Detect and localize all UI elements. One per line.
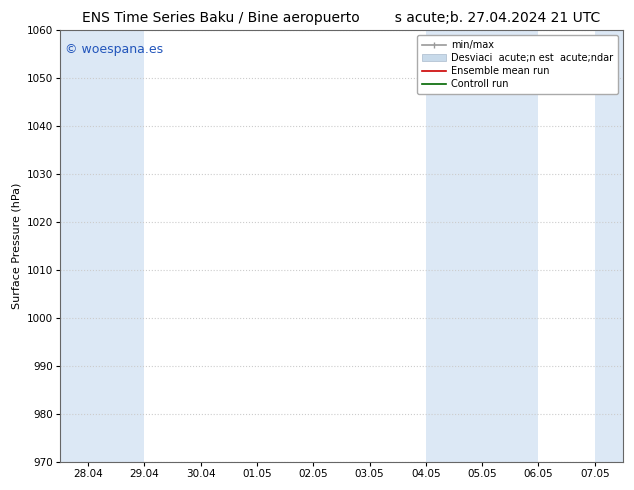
Y-axis label: Surface Pressure (hPa): Surface Pressure (hPa) — [11, 183, 21, 309]
Title: ENS Time Series Baku / Bine aeropuerto        s acute;b. 27.04.2024 21 UTC: ENS Time Series Baku / Bine aeropuerto s… — [82, 11, 600, 25]
Bar — [595, 30, 623, 462]
Legend: min/max, Desviaci  acute;n est  acute;ndar, Ensemble mean run, Controll run: min/max, Desviaci acute;n est acute;ndar… — [417, 35, 618, 94]
Text: © woespana.es: © woespana.es — [65, 44, 164, 56]
Bar — [60, 30, 145, 462]
Bar — [426, 30, 538, 462]
